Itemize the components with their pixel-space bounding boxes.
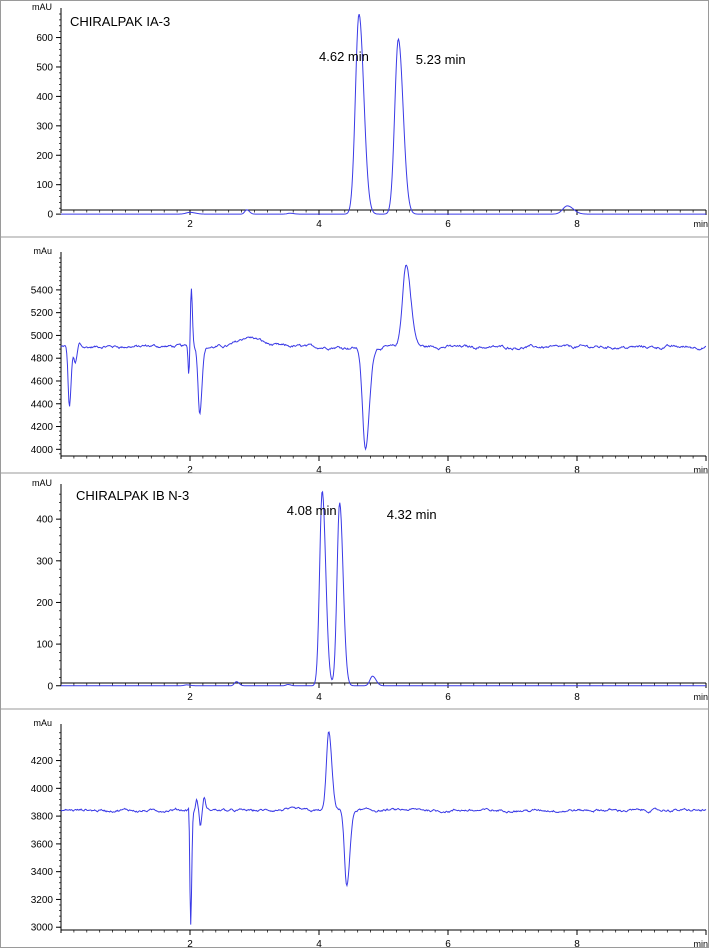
peak-retention-label: 4.62 min <box>319 49 369 64</box>
y-tick-label: 5200 <box>31 308 54 319</box>
y-tick-label: 400 <box>36 515 53 526</box>
x-tick-label: 4 <box>316 692 322 703</box>
peak-retention-label: 4.32 min <box>387 507 437 522</box>
chromatogram-trace <box>60 731 707 925</box>
chromatogram-trace <box>60 264 707 451</box>
x-tick-label: 6 <box>445 692 451 703</box>
peak-retention-label: 4.08 min <box>287 503 337 518</box>
y-tick-label: 100 <box>36 640 53 651</box>
x-tick-label: 2 <box>187 219 193 230</box>
y-axis-unit-label: mAU <box>32 478 52 488</box>
chromatogram-trace <box>61 13 706 215</box>
x-tick-label: 8 <box>574 692 580 703</box>
x-tick-label: 8 <box>574 939 580 948</box>
peak-retention-label: 5.23 min <box>416 52 466 67</box>
x-tick-label: 4 <box>316 939 322 948</box>
y-axis-unit-label: mAu <box>33 246 52 256</box>
x-tick-label: 2 <box>187 465 193 476</box>
x-tick-label: 2 <box>187 939 193 948</box>
chart-panel-4: 3000 3200 3400 3600 3800 4000 4200 mAu 2 4 6 8 min <box>1 708 708 948</box>
x-tick-label: 4 <box>316 219 322 230</box>
chart-panel-1: 0 100 200 300 400 500 600 mAU 2 4 6 8 min CHIRALPAK I… <box>32 2 708 230</box>
x-axis-unit-label: min <box>693 219 708 229</box>
y-tick-label: 4200 <box>31 422 54 433</box>
y-tick-label: 3000 <box>31 923 54 934</box>
y-axis-unit-label: mAU <box>32 2 52 12</box>
y-tick-label: 4000 <box>31 784 54 795</box>
y-tick-label: 200 <box>36 151 53 162</box>
y-tick-label: 3600 <box>31 839 54 850</box>
panel-title: CHIRALPAK IA-3 <box>70 14 170 29</box>
x-tick-label: 8 <box>574 219 580 230</box>
y-tick-label: 4800 <box>31 354 54 365</box>
x-axis-unit-label: min <box>693 465 708 475</box>
x-tick-label: 6 <box>445 219 451 230</box>
y-tick-label: 4000 <box>31 445 54 456</box>
x-tick-label: 8 <box>574 465 580 476</box>
y-tick-label: 4600 <box>31 376 54 387</box>
y-tick-label: 500 <box>36 62 53 73</box>
x-tick-label: 4 <box>316 465 322 476</box>
y-tick-label: 4200 <box>31 756 54 767</box>
x-tick-label: 2 <box>187 692 193 703</box>
panel-title: CHIRALPAK IB N-3 <box>76 488 189 503</box>
y-tick-label: 400 <box>36 92 53 103</box>
y-tick-label: 3800 <box>31 812 54 823</box>
y-tick-label: 5000 <box>31 331 54 342</box>
y-axis-unit-label: mAu <box>33 718 52 728</box>
chromatogram-trace <box>61 490 706 687</box>
y-tick-label: 3400 <box>31 867 54 878</box>
y-tick-label: 0 <box>47 681 53 692</box>
y-tick-label: 4400 <box>31 399 54 410</box>
chart-panel-2: 4000 4200 4400 4600 4800 5000 5200 5400 mAu 2 4 6 8 m… <box>1 236 708 476</box>
x-axis-unit-label: min <box>693 939 708 948</box>
x-tick-label: 6 <box>445 465 451 476</box>
y-tick-label: 200 <box>36 598 53 609</box>
y-tick-label: 0 <box>47 210 53 221</box>
x-tick-label: 6 <box>445 939 451 948</box>
y-tick-label: 100 <box>36 180 53 191</box>
chart-panel-3: 0 100 200 300 400 mAU 2 4 6 8 min CHIRALPAK IB N-3 4… <box>1 472 708 703</box>
y-tick-label: 300 <box>36 121 53 132</box>
y-tick-label: 3200 <box>31 895 54 906</box>
y-tick-label: 300 <box>36 556 53 567</box>
x-axis-unit-label: min <box>693 692 708 702</box>
y-tick-label: 5400 <box>31 285 54 296</box>
y-tick-label: 600 <box>36 33 53 44</box>
